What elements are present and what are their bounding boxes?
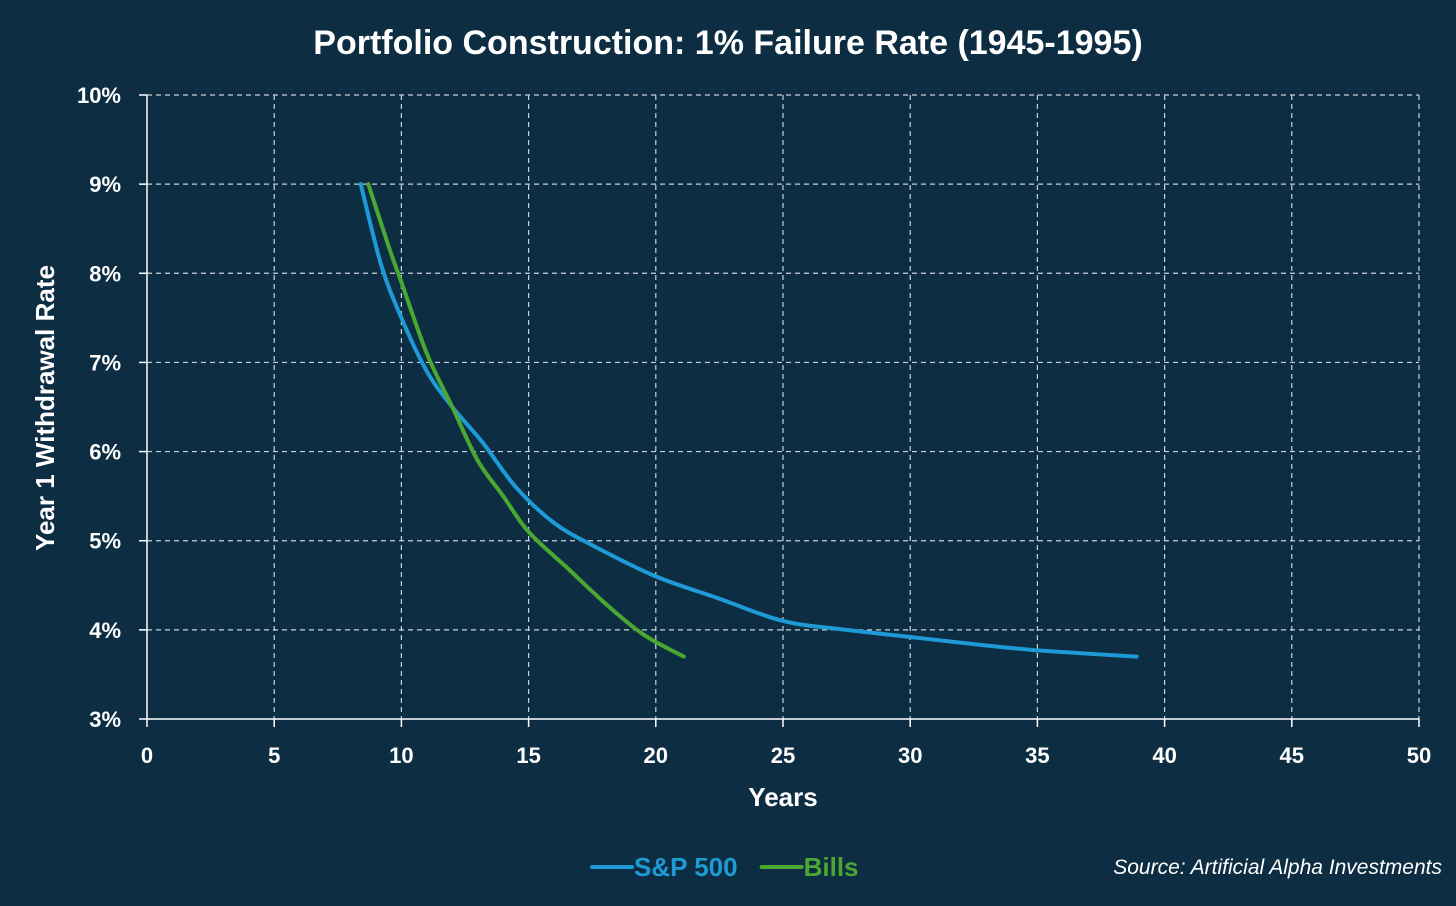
x-tick-label: 10: [389, 743, 413, 768]
x-tick-label: 0: [141, 743, 153, 768]
series-line-s-p-500: [358, 182, 1139, 659]
x-axis-title: Years: [748, 782, 817, 812]
y-tick-label: 5%: [89, 529, 121, 554]
x-tick-labels: 0 5 10 15 20 25 30 35 40 45 50: [141, 743, 1431, 768]
x-tick-label: 40: [1152, 743, 1176, 768]
y-tick-label: 9%: [89, 172, 121, 197]
y-tick-label: 3%: [89, 707, 121, 732]
y-tick-label: 8%: [89, 261, 121, 286]
y-axis-title: Year 1 Withdrawal Rate: [30, 265, 60, 551]
y-tick-label: 10%: [77, 83, 121, 108]
source-note: Source: Artificial Alpha Investments: [1113, 856, 1442, 879]
grid: [147, 94, 1420, 719]
x-tick-label: 20: [644, 743, 668, 768]
y-tick-label: 6%: [89, 440, 121, 465]
legend-label-bills: Bills: [804, 852, 859, 882]
axes: [139, 94, 1420, 727]
x-tick-label: 30: [898, 743, 922, 768]
y-tick-labels: 3% 4% 5% 6% 7% 8% 9% 10%: [77, 83, 121, 732]
y-tick-label: 7%: [89, 350, 121, 375]
x-tick-label: 50: [1407, 743, 1431, 768]
chart-title: Portfolio Construction: 1% Failure Rate …: [313, 24, 1142, 62]
legend: S&P 500 Bills: [590, 852, 859, 882]
x-tick-label: 15: [516, 743, 540, 768]
y-tick-label: 4%: [89, 618, 121, 643]
x-tick-label: 45: [1280, 743, 1304, 768]
x-tick-label: 25: [771, 743, 795, 768]
legend-label-s-p-500: S&P 500: [634, 852, 738, 882]
x-tick-label: 35: [1025, 743, 1049, 768]
x-tick-label: 5: [268, 743, 280, 768]
series-lines: [358, 182, 1139, 659]
series-line-bills: [366, 182, 686, 659]
